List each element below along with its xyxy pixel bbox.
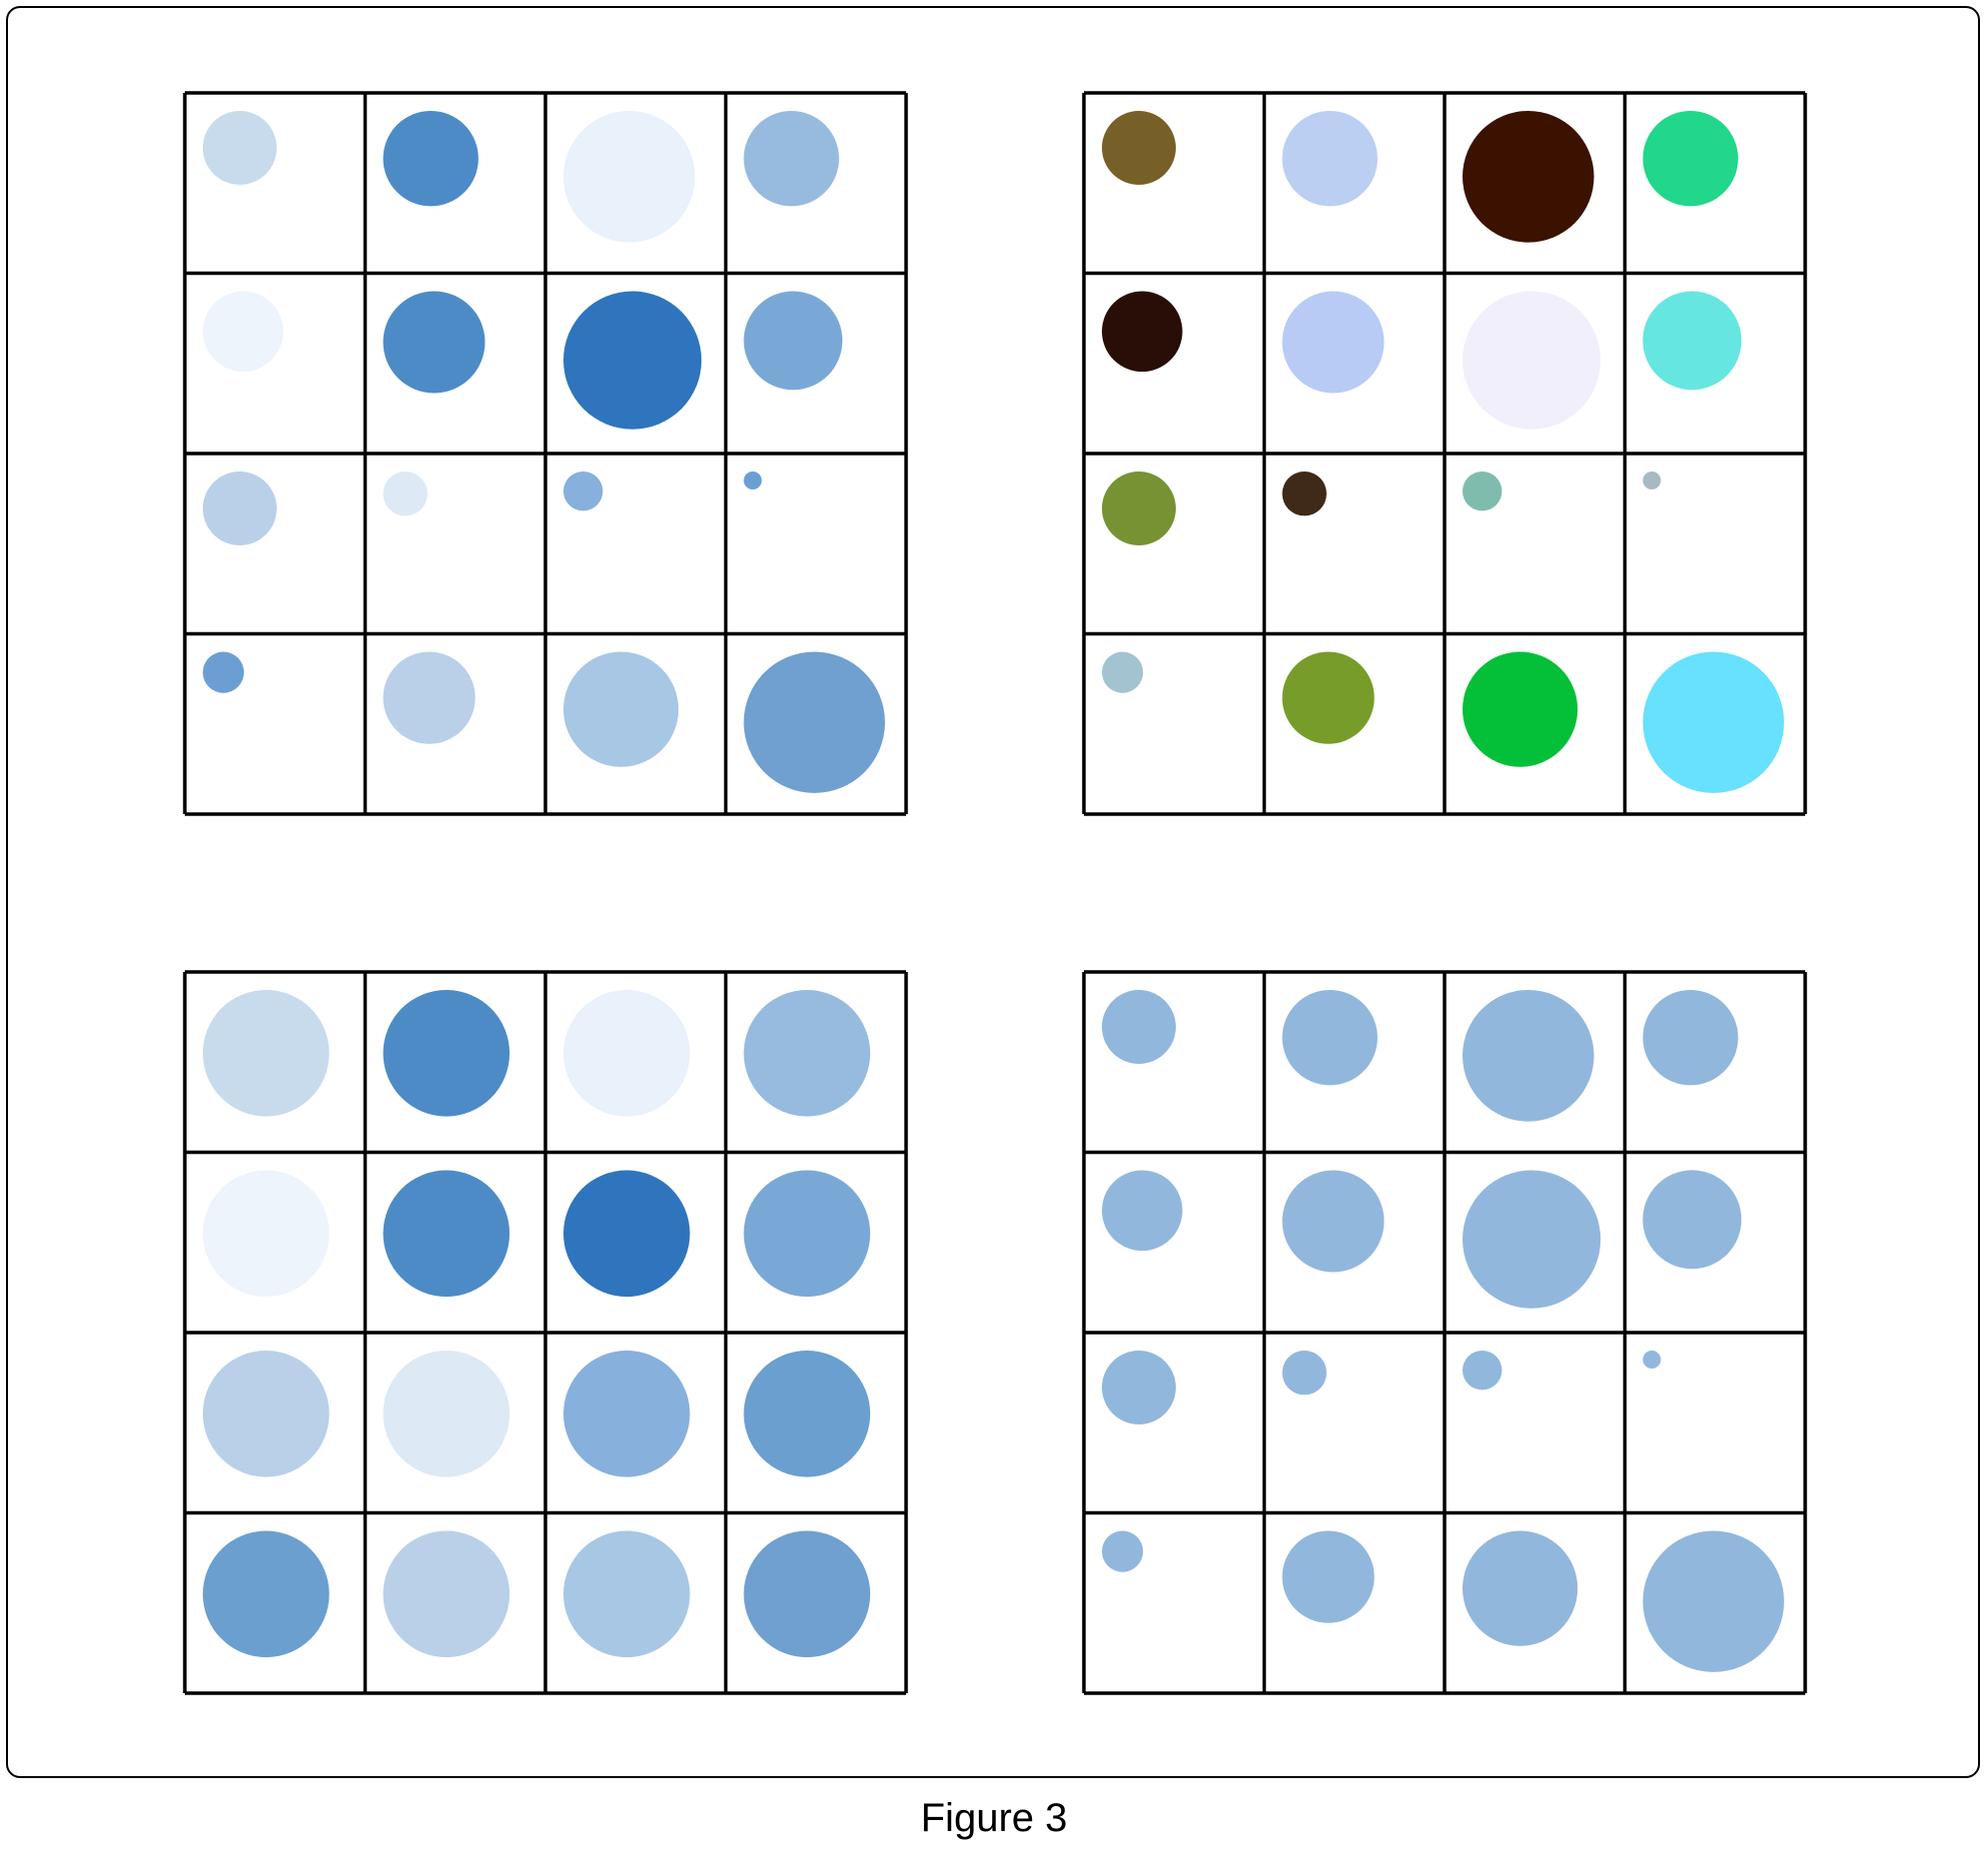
circle-bottom-left-r1-c3: [743, 1170, 871, 1298]
circle-bottom-left-r1-c1: [383, 1170, 510, 1298]
circle-top-left-r3-c1: [383, 651, 476, 744]
circle-top-right-r2-c2: [1463, 471, 1502, 511]
circle-bottom-left-r2-c1: [383, 1351, 510, 1477]
circle-bottom-right-r0-c0: [1102, 990, 1176, 1064]
figure-frame: [6, 6, 1980, 1778]
circle-bottom-right-r1-c3: [1642, 1170, 1742, 1270]
circle-top-left-r2-c3: [743, 471, 762, 489]
circle-top-left-r0-c0: [203, 111, 277, 185]
circle-bottom-right-r0-c3: [1642, 989, 1738, 1086]
circle-top-right-r0-c3: [1642, 111, 1738, 207]
circle-bottom-right-r3-c2: [1463, 1530, 1578, 1646]
circle-bottom-right-r0-c1: [1282, 989, 1378, 1086]
figure-grids: [183, 91, 1807, 1695]
circle-top-left-r3-c3: [743, 651, 885, 793]
circle-top-left-r2-c1: [383, 471, 428, 516]
circle-top-right-r1-c2: [1463, 291, 1601, 430]
circle-top-right-r1-c1: [1282, 291, 1385, 394]
circle-top-right-r0-c0: [1102, 111, 1176, 185]
circle-bottom-right-r2-c2: [1463, 1351, 1502, 1391]
circle-top-right-r2-c0: [1102, 471, 1176, 545]
circle-bottom-right-r3-c3: [1642, 1530, 1784, 1672]
grid-bottom-right: [1082, 970, 1807, 1695]
circle-top-right-r3-c0: [1102, 651, 1144, 693]
circle-bottom-left-r0-c3: [743, 990, 871, 1117]
circle-top-right-r1-c3: [1642, 291, 1742, 391]
circle-bottom-right-r1-c2: [1463, 1170, 1601, 1309]
circle-bottom-left-r3-c1: [383, 1530, 510, 1658]
circle-bottom-left-r2-c3: [743, 1351, 871, 1477]
circle-bottom-left-r1-c0: [202, 1170, 330, 1298]
circle-top-left-r3-c2: [563, 651, 679, 767]
circle-top-left-r0-c1: [383, 111, 479, 207]
circle-top-left-r1-c3: [743, 291, 843, 391]
circle-bottom-left-r0-c2: [563, 990, 690, 1117]
grid-top-left: [183, 91, 908, 816]
circle-top-left-r3-c0: [203, 651, 245, 693]
circle-bottom-left-r3-c0: [202, 1530, 330, 1658]
circle-bottom-right-r3-c1: [1282, 1530, 1375, 1623]
circle-bottom-left-r3-c2: [563, 1530, 690, 1658]
circle-bottom-left-r3-c3: [743, 1530, 871, 1658]
circle-bottom-right-r0-c2: [1463, 990, 1594, 1122]
circle-top-left-r2-c2: [563, 471, 603, 511]
circle-top-left-r0-c3: [743, 111, 839, 207]
circle-bottom-right-r2-c3: [1642, 1351, 1661, 1369]
circle-bottom-left-r1-c2: [563, 1170, 690, 1298]
circle-bottom-left-r0-c0: [202, 990, 330, 1117]
figure-caption: Figure 3: [920, 1796, 1068, 1840]
circle-bottom-left-r2-c0: [202, 1351, 330, 1477]
circle-top-left-r1-c1: [383, 291, 486, 394]
circle-bottom-left-r0-c1: [383, 990, 510, 1117]
circle-top-left-r1-c2: [563, 291, 702, 430]
circle-top-right-r2-c1: [1282, 471, 1327, 516]
circle-bottom-right-r1-c0: [1102, 1170, 1183, 1252]
circle-top-right-r0-c2: [1463, 111, 1594, 243]
circle-top-right-r1-c0: [1102, 291, 1183, 373]
circle-top-right-r3-c1: [1282, 651, 1375, 744]
circle-bottom-left-r2-c2: [563, 1351, 690, 1477]
grid-top-right: [1082, 91, 1807, 816]
circle-bottom-right-r3-c0: [1102, 1530, 1144, 1572]
circle-top-left-r1-c0: [203, 291, 284, 373]
grid-bottom-left: [183, 970, 908, 1695]
circle-bottom-right-r2-c1: [1282, 1351, 1327, 1396]
circle-top-right-r0-c1: [1282, 111, 1378, 207]
circle-bottom-right-r1-c1: [1282, 1170, 1385, 1273]
circle-top-left-r2-c0: [203, 471, 277, 545]
circle-top-left-r0-c2: [563, 111, 695, 243]
circle-bottom-right-r2-c0: [1102, 1351, 1176, 1424]
circle-top-right-r2-c3: [1642, 471, 1661, 489]
circle-top-right-r3-c3: [1642, 651, 1784, 793]
circle-top-right-r3-c2: [1463, 651, 1578, 767]
